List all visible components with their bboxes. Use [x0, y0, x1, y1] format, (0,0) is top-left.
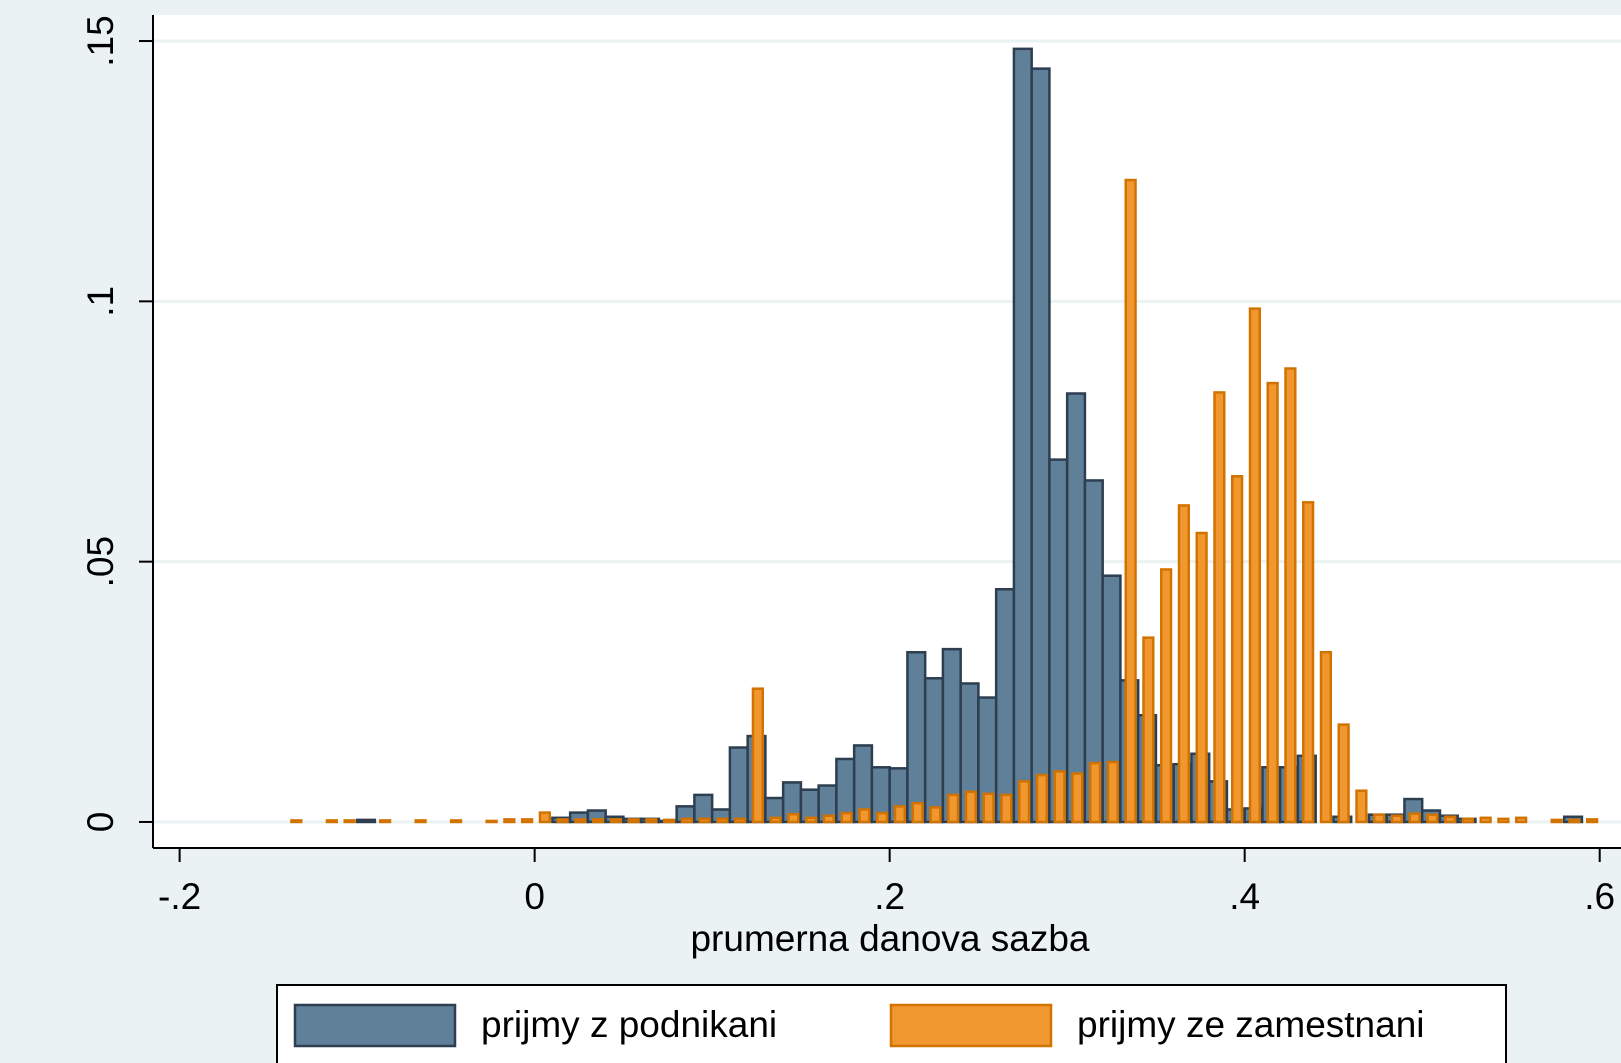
bar [325, 819, 338, 824]
bar [787, 812, 800, 824]
bar [906, 650, 927, 824]
bar [1302, 501, 1315, 824]
bar [1284, 367, 1297, 824]
bar [538, 811, 551, 824]
bar [591, 818, 605, 824]
bar [414, 819, 427, 824]
bar [1426, 813, 1439, 824]
bar [520, 818, 534, 824]
bar [556, 818, 569, 824]
y-tick-label: .05 [80, 536, 121, 587]
bar [1053, 770, 1066, 824]
bar [1444, 815, 1457, 824]
bar [1231, 475, 1244, 824]
bar [1550, 818, 1563, 824]
bar [1177, 504, 1191, 824]
bar [875, 811, 889, 824]
bar [858, 808, 871, 824]
bar [1012, 47, 1033, 824]
bar [343, 819, 356, 824]
bar [1461, 817, 1475, 824]
bar [1408, 812, 1421, 824]
bar [840, 811, 853, 824]
x-tick-label: .6 [1584, 876, 1615, 917]
bar [728, 746, 749, 824]
bar [929, 806, 942, 824]
bar [1319, 650, 1333, 824]
bar [994, 587, 1016, 824]
legend-label: prijmy ze zamestnani [1077, 1004, 1425, 1045]
bar [609, 818, 622, 824]
bar [1213, 391, 1226, 824]
bar [1048, 458, 1069, 824]
bar [1355, 789, 1368, 824]
bar [946, 793, 960, 824]
bar [923, 677, 945, 824]
bar [1568, 818, 1581, 824]
bar [1035, 773, 1049, 824]
bar [911, 801, 924, 824]
bar [680, 817, 693, 824]
bar [1142, 636, 1155, 824]
bar [1373, 813, 1386, 824]
bar [1088, 761, 1102, 824]
x-axis-label: prumerna danova sazba [690, 918, 1089, 959]
bar [503, 818, 516, 824]
legend-swatch [293, 1003, 457, 1048]
y-tick-label: .1 [80, 286, 121, 317]
bar [1124, 178, 1137, 824]
bar [893, 805, 907, 824]
bar [1160, 568, 1173, 824]
bar [1065, 392, 1087, 824]
bar [1000, 793, 1013, 824]
bar [574, 818, 587, 824]
bar [627, 818, 640, 824]
x-tick-label: .4 [1229, 876, 1260, 917]
bar [769, 816, 782, 824]
y-tick-label: 0 [80, 812, 121, 833]
bar [822, 814, 835, 824]
x-tick-label: 0 [524, 876, 545, 917]
bar [1586, 818, 1599, 824]
bar [804, 816, 818, 824]
bar [716, 817, 729, 824]
bar [1106, 760, 1120, 824]
legend-swatch [889, 1003, 1053, 1048]
bar [698, 817, 711, 824]
bar [1017, 780, 1031, 824]
plot-area [153, 15, 1621, 848]
x-tick-label: .2 [874, 876, 905, 917]
bar [1248, 307, 1262, 824]
x-tick-label: -.2 [158, 876, 201, 917]
bar [378, 819, 392, 824]
legend-label: prijmy z podnikani [481, 1004, 777, 1045]
bar [982, 792, 995, 824]
bar [733, 817, 747, 824]
bar [1497, 817, 1510, 824]
y-tick-label: .15 [80, 15, 121, 66]
bar [1390, 814, 1404, 824]
bar [645, 818, 658, 824]
bar [1337, 723, 1350, 824]
bar [751, 687, 764, 824]
bar [449, 819, 463, 824]
bar [1030, 67, 1051, 824]
bar [290, 819, 303, 824]
bar [1479, 816, 1492, 824]
bar [1071, 772, 1084, 824]
bar [1266, 381, 1279, 824]
bar [662, 818, 676, 824]
bar [1515, 816, 1528, 824]
bar [355, 818, 377, 824]
bar [1195, 531, 1208, 824]
bar [485, 819, 498, 824]
bar [964, 790, 978, 824]
